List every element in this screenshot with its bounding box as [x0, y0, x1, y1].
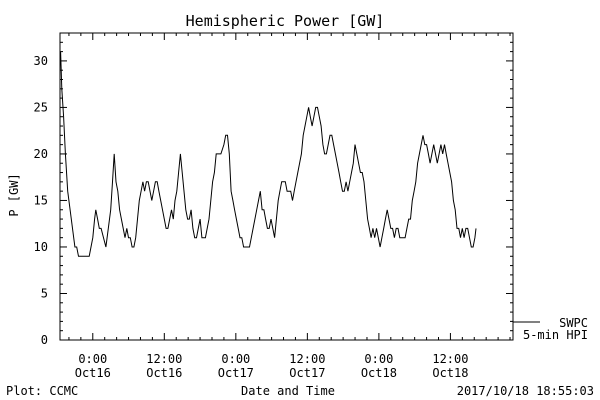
- y-tick-label: 15: [34, 193, 48, 207]
- y-axis-ticks: 0 5 10 15 20 25 30: [34, 32, 513, 347]
- x-tick-date-label: Oct18: [361, 366, 397, 380]
- legend: SWPC 5-min HPI: [512, 316, 588, 342]
- series-line-hpi: [60, 51, 477, 257]
- x-tick-date-label: Oct16: [75, 366, 111, 380]
- x-tick-date-label: Oct16: [146, 366, 182, 380]
- x-tick-time-label: 0:00: [78, 352, 107, 366]
- y-tick-label: 30: [34, 54, 48, 68]
- y-tick-label: 0: [41, 333, 48, 347]
- x-tick-time-label: 0:00: [364, 352, 393, 366]
- x-tick-date-label: Oct17: [218, 366, 254, 380]
- series-layer: [60, 51, 477, 257]
- y-tick-label: 20: [34, 147, 48, 161]
- legend-series: 5-min HPI: [523, 328, 588, 342]
- chart-title: Hemispheric Power [GW]: [186, 12, 385, 30]
- x-tick-date-label: Oct17: [289, 366, 325, 380]
- x-tick-time-label: 12:00: [146, 352, 182, 366]
- x-tick-date-label: Oct18: [432, 366, 468, 380]
- timestamp: 2017/10/18 18:55:03: [457, 384, 594, 398]
- y-tick-label: 5: [41, 286, 48, 300]
- x-tick-time-label: 12:00: [289, 352, 325, 366]
- y-axis-label: P [GW]: [7, 173, 21, 216]
- legend-source: SWPC: [559, 316, 588, 330]
- plot-frame: [59, 32, 514, 341]
- y-tick-label: 25: [34, 100, 48, 114]
- plot-credit: Plot: CCMC: [6, 384, 78, 398]
- x-tick-time-label: 0:00: [221, 352, 250, 366]
- y-tick-label: 10: [34, 240, 48, 254]
- x-tick-time-label: 12:00: [432, 352, 468, 366]
- x-axis-label: Date and Time: [241, 384, 335, 398]
- x-axis-ticks: 0:00Oct1612:00Oct160:00Oct1712:00Oct170:…: [68, 33, 511, 380]
- axes: [59, 32, 514, 341]
